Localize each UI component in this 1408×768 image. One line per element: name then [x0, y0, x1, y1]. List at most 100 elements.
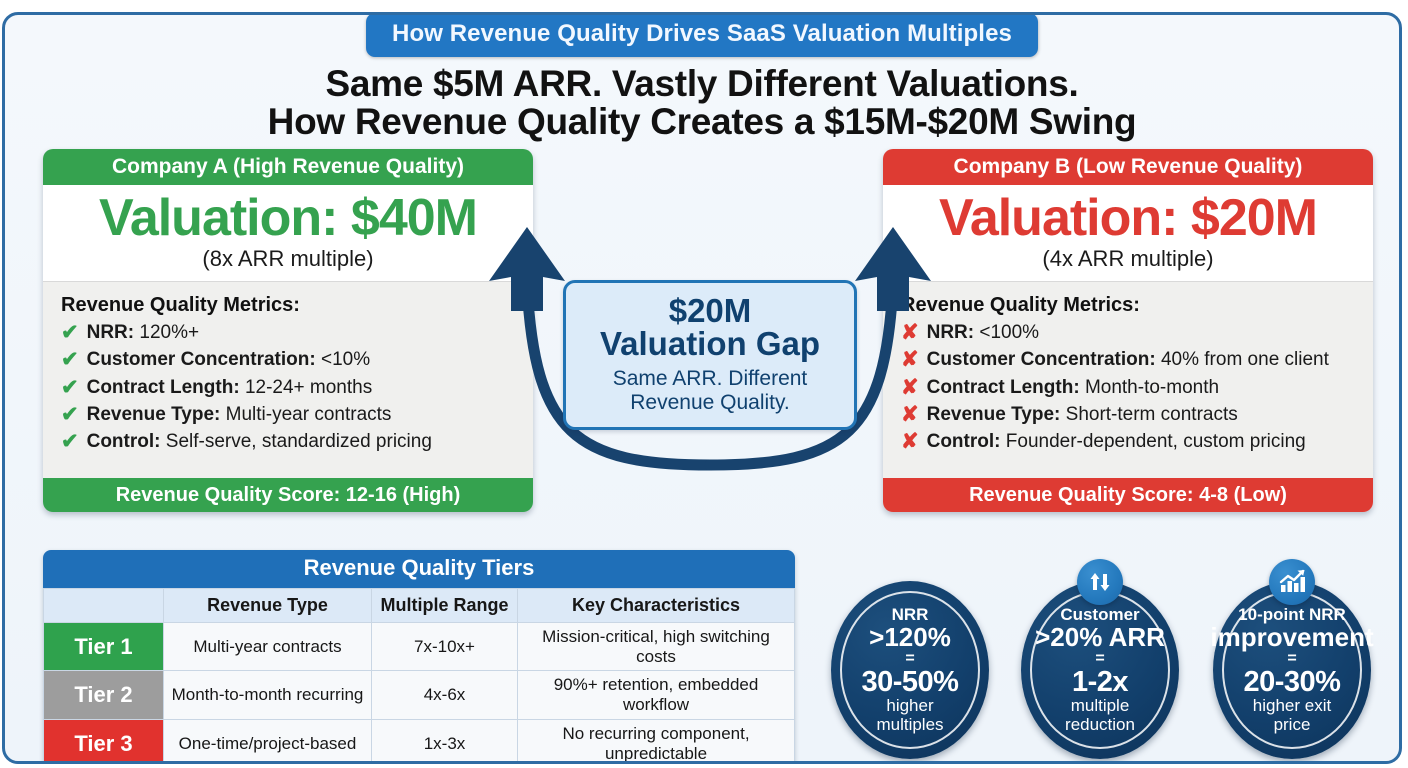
check-icon: ✔ — [61, 402, 79, 426]
company-b-metrics: Revenue Quality Metrics: ✘ NRR: <100% ✘ … — [883, 282, 1373, 478]
col-header-blank — [43, 588, 164, 623]
metric-value: Multi-year contracts — [225, 403, 392, 425]
table-row: Tier 1 Multi-year contracts 7x-10x+ Miss… — [43, 621, 795, 672]
company-b-valuation-block: Valuation: $20M (4x ARR multiple) — [883, 185, 1373, 283]
metric-row: ✘ Contract Length: Month-to-month — [901, 375, 1359, 401]
company-a-valuation: Valuation: $40M — [99, 189, 478, 247]
metric-label: Control: — [926, 431, 1001, 453]
metric-row: ✔ Customer Concentration: <10% — [61, 347, 519, 373]
metric-value: 120%+ — [139, 322, 200, 344]
metric-value: <10% — [320, 349, 371, 371]
metric-value: <100% — [979, 322, 1040, 344]
gap-note-line-1: Same ARR. Different — [612, 367, 808, 391]
table-row: Tier 3 One-time/project-based 1x-3x No r… — [43, 718, 795, 761]
stat-circle-nrr-improvement: 10-point NRR improvement = 20-30% higher… — [1210, 559, 1374, 759]
metric-label: Customer Concentration: — [926, 349, 1156, 371]
cross-icon: ✘ — [901, 402, 919, 426]
metric-label: Revenue Type: — [86, 403, 221, 425]
metric-value: Short-term contracts — [1065, 403, 1238, 425]
metric-row: ✘ Customer Concentration: 40% from one c… — [901, 347, 1359, 373]
metric-value: Founder-dependent, custom pricing — [1005, 431, 1306, 453]
up-down-arrows-icon — [1077, 559, 1123, 605]
metric-label: Control: — [86, 431, 161, 453]
stat-top: NRR — [891, 604, 929, 624]
company-b-score: Revenue Quality Score: 4-8 (Low) — [883, 478, 1373, 512]
tier-badge: Tier 3 — [43, 718, 164, 761]
cell-key-characteristics: Mission-critical, high switching costs — [517, 621, 795, 672]
metric-row: ✘ Revenue Type: Short-term contracts — [901, 402, 1359, 428]
page-title: Same $5M ARR. Vastly Different Valuation… — [5, 64, 1399, 143]
check-icon: ✔ — [61, 348, 79, 372]
metric-value: Self-serve, standardized pricing — [165, 431, 432, 453]
headline-line-2: How Revenue Quality Creates a $15M-$20M … — [267, 101, 1137, 143]
metric-text: Contract Length: 12-24+ months — [87, 375, 373, 401]
stat-bottom-1: higher — [886, 696, 934, 716]
cross-icon: ✘ — [901, 348, 919, 372]
cell-multiple-range: 1x-3x — [371, 718, 518, 761]
cell-key-characteristics: No recurring component, unpredictable — [517, 718, 795, 761]
stat-circles: NRR >120% = 30-50% higher multiples Cust… — [817, 559, 1387, 761]
metric-row: ✔ Control: Self-serve, standardized pric… — [61, 429, 519, 455]
stat-bottom-1: multiple — [1070, 696, 1130, 716]
stat-mid: improvement — [1210, 621, 1374, 652]
ribbon-title: How Revenue Quality Drives SaaS Valuatio… — [366, 15, 1038, 57]
metric-label: Revenue Type: — [926, 403, 1061, 425]
check-icon: ✔ — [61, 321, 79, 345]
company-b-metrics-title: Revenue Quality Metrics: — [901, 294, 1140, 317]
company-a-metrics-title: Revenue Quality Metrics: — [61, 294, 300, 317]
company-a-header: Company A (High Revenue Quality) — [43, 149, 533, 185]
metric-text: Customer Concentration: <10% — [87, 347, 370, 373]
company-b-valuation: Valuation: $20M — [939, 189, 1318, 247]
cell-revenue-type: Multi-year contracts — [163, 621, 372, 672]
cell-multiple-range: 7x-10x+ — [371, 621, 518, 672]
tier-badge: Tier 2 — [43, 670, 164, 720]
bracket-arrows — [489, 227, 931, 471]
stat-big: 1-2x — [1071, 666, 1129, 699]
metric-value: 12-24+ months — [244, 376, 373, 398]
metric-row: ✘ Control: Founder-dependent, custom pri… — [901, 429, 1359, 455]
bar-chart-growth-icon — [1269, 559, 1315, 605]
company-b-header: Company B (Low Revenue Quality) — [883, 149, 1373, 185]
metric-text: NRR: <100% — [927, 320, 1039, 346]
stat-bottom-2: reduction — [1065, 714, 1135, 734]
cell-multiple-range: 4x-6x — [371, 670, 518, 720]
company-a-valuation-block: Valuation: $40M (8x ARR multiple) — [43, 185, 533, 283]
stat-equals: = — [1287, 649, 1297, 667]
cell-key-characteristics: 90%+ retention, embedded workflow — [517, 670, 795, 720]
metric-row: ✔ Contract Length: 12-24+ months — [61, 375, 519, 401]
tier-badge: Tier 1 — [43, 621, 164, 672]
stat-circle-customer-concentration: Customer >20% ARR = 1-2x multiple reduct… — [1021, 559, 1179, 759]
metric-text: Control: Founder-dependent, custom prici… — [927, 429, 1306, 455]
metric-text: NRR: 120%+ — [87, 320, 199, 346]
metric-text: Control: Self-serve, standardized pricin… — [87, 429, 432, 455]
metric-label: Contract Length: — [926, 376, 1080, 398]
metric-row: ✔ Revenue Type: Multi-year contracts — [61, 402, 519, 428]
metric-label: Customer Concentration: — [86, 349, 316, 371]
stat-bottom-1: higher exit — [1252, 696, 1332, 716]
gap-label: Valuation Gap — [599, 325, 821, 363]
stat-top: 10-point NRR — [1238, 604, 1346, 624]
metric-text: Contract Length: Month-to-month — [927, 375, 1219, 401]
company-b-multiple: (4x ARR multiple) — [1042, 246, 1214, 272]
stat-equals: = — [905, 649, 915, 667]
table-row: Tier 2 Month-to-month recurring 4x-6x 90… — [43, 670, 795, 720]
metric-label: NRR: — [926, 322, 975, 344]
metric-label: NRR: — [86, 322, 135, 344]
check-icon: ✔ — [61, 430, 79, 454]
stat-bottom-2: multiples — [876, 714, 944, 734]
cell-revenue-type: Month-to-month recurring — [163, 670, 372, 720]
metric-value: 40% from one client — [1160, 349, 1329, 371]
metric-label: Contract Length: — [86, 376, 240, 398]
col-header-key-characteristics: Key Characteristics — [517, 588, 795, 623]
gap-amount: $20M — [668, 292, 752, 330]
stat-top: Customer — [1060, 604, 1140, 624]
company-a-metrics: Revenue Quality Metrics: ✔ NRR: 120%+ ✔ … — [43, 282, 533, 478]
revenue-quality-tiers-table: Revenue Quality Tiers Revenue Type Multi… — [43, 550, 795, 761]
col-header-revenue-type: Revenue Type — [163, 588, 372, 623]
cross-icon: ✘ — [901, 430, 919, 454]
metric-row: ✔ NRR: 120%+ — [61, 320, 519, 346]
company-a-score: Revenue Quality Score: 12-16 (High) — [43, 478, 533, 512]
table-header-row: Revenue Type Multiple Range Key Characte… — [43, 588, 795, 623]
gap-note: Same ARR. Different Revenue Quality. — [566, 367, 854, 416]
metric-text: Revenue Type: Short-term contracts — [927, 402, 1238, 428]
